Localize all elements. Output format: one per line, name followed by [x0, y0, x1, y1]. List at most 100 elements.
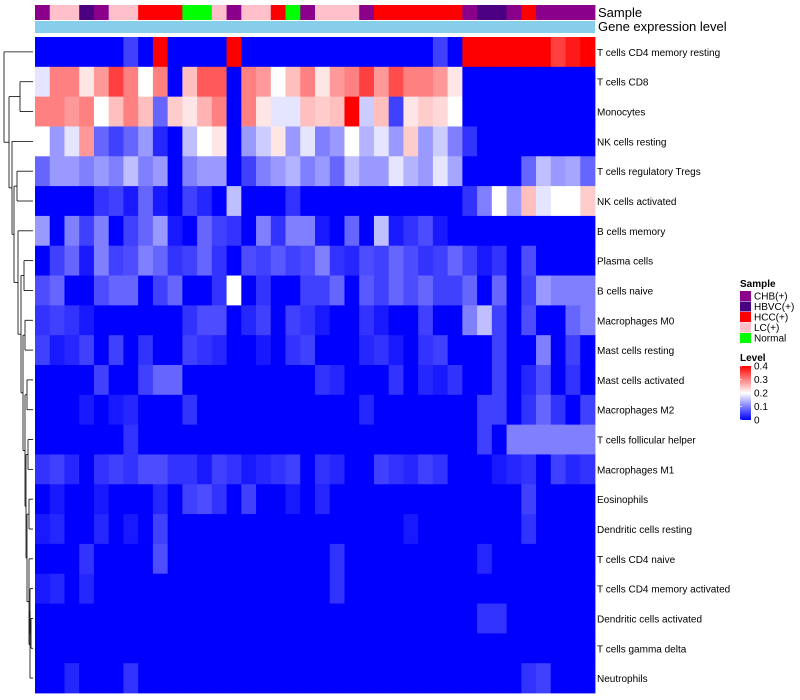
heatmap-cell — [388, 305, 404, 336]
heatmap-cell — [300, 305, 316, 336]
heatmap-cell — [521, 603, 537, 634]
heatmap-cell — [506, 126, 522, 157]
sample-annotation-cell — [344, 5, 360, 20]
heatmap-cell — [536, 394, 552, 426]
level-legend-colorbar — [740, 366, 751, 420]
heatmap-cell — [315, 394, 331, 426]
heatmap-cell — [506, 96, 522, 127]
row-label: T cells regulatory Tregs — [597, 167, 701, 178]
heatmap-cell — [580, 484, 596, 515]
heatmap-cell — [167, 663, 183, 694]
heatmap-cell — [182, 66, 198, 98]
heatmap-cell — [344, 514, 360, 545]
heatmap-cell — [491, 66, 507, 98]
heatmap-cell — [182, 186, 198, 217]
heatmap-cell — [521, 335, 537, 366]
heatmap-cell — [226, 305, 242, 336]
sample-annotation-cell — [285, 5, 301, 20]
heatmap-cell — [138, 663, 154, 694]
heatmap-cell — [432, 543, 449, 575]
heatmap-cell — [491, 275, 507, 306]
heatmap-cell — [256, 96, 272, 127]
heatmap-cell — [226, 37, 242, 68]
heatmap-cell — [315, 365, 331, 396]
heatmap-cell — [388, 603, 404, 634]
heatmap-cell — [270, 126, 286, 157]
sample-annotation-cell — [373, 5, 390, 20]
heatmap-cell — [211, 335, 227, 366]
heatmap-cell — [49, 573, 65, 604]
heatmap-cell — [536, 365, 552, 396]
heatmap-cell — [35, 514, 51, 545]
heatmap-cell — [388, 573, 404, 604]
heatmap-cell — [256, 156, 272, 187]
heatmap-cell — [49, 663, 65, 694]
heatmap-cell — [418, 156, 434, 187]
heatmap-cell — [477, 424, 493, 455]
heatmap-cell — [565, 603, 581, 634]
heatmap-cell — [35, 633, 51, 664]
heatmap-cell — [565, 305, 581, 336]
heatmap-cell — [536, 603, 552, 634]
row-label: B cells memory — [597, 227, 665, 238]
heatmap-cell — [536, 514, 552, 545]
heatmap-cell — [403, 305, 419, 336]
heatmap-cell — [49, 335, 65, 366]
heatmap-cell — [197, 66, 213, 98]
heatmap-cell — [167, 126, 183, 157]
heatmap-cell — [123, 126, 139, 157]
heatmap-cell — [373, 215, 390, 247]
heatmap-cell — [477, 514, 493, 545]
heatmap-cell — [403, 335, 419, 366]
heatmap-cell — [300, 335, 316, 366]
heatmap-cell — [138, 573, 154, 604]
heatmap-cell — [521, 66, 537, 98]
heatmap-cell — [167, 245, 183, 276]
heatmap-cell — [521, 245, 537, 276]
heatmap-cell — [49, 215, 65, 247]
heatmap-cell — [182, 573, 198, 604]
heatmap-cell — [359, 66, 375, 98]
heatmap-cell — [79, 394, 95, 426]
heatmap-cell — [506, 573, 522, 604]
sample-annotation-cell — [241, 5, 257, 20]
heatmap-cell — [432, 663, 449, 694]
heatmap-cell — [64, 365, 80, 396]
heatmap-cell — [329, 275, 345, 306]
heatmap-cell — [491, 454, 507, 485]
row-label: B cells naive — [597, 286, 654, 297]
heatmap-cell — [580, 603, 596, 634]
heatmap-cell — [477, 126, 493, 157]
heatmap-cell — [432, 66, 449, 98]
heatmap-cell — [462, 365, 478, 396]
heatmap-cell — [550, 66, 566, 98]
heatmap-cell — [270, 275, 286, 306]
heatmap-cell — [49, 424, 65, 455]
heatmap-cell — [167, 543, 183, 575]
row-label: Plasma cells — [597, 257, 653, 268]
heatmap-cell — [447, 394, 463, 426]
heatmap-cell — [123, 603, 139, 634]
heatmap-cell — [521, 633, 537, 664]
heatmap-cell — [403, 37, 419, 68]
heatmap-cell — [300, 454, 316, 485]
heatmap-cell — [550, 484, 566, 515]
heatmap-cell — [197, 365, 213, 396]
heatmap-cell — [167, 156, 183, 187]
heatmap-cell — [521, 215, 537, 247]
heatmap-cell — [403, 663, 419, 694]
heatmap-cell — [138, 215, 154, 247]
heatmap-cell — [315, 514, 331, 545]
heatmap-cell — [344, 365, 360, 396]
heatmap-cell — [123, 394, 139, 426]
heatmap-cell — [344, 335, 360, 366]
heatmap-cell — [49, 484, 65, 515]
heatmap-cell — [64, 543, 80, 575]
heatmap-cell — [256, 633, 272, 664]
heatmap-cell — [211, 305, 227, 336]
heatmap-cell — [550, 126, 566, 157]
heatmap-cell — [211, 543, 227, 575]
heatmap-cell — [285, 424, 301, 455]
heatmap-cell — [108, 156, 124, 187]
heatmap-cell — [270, 245, 286, 276]
